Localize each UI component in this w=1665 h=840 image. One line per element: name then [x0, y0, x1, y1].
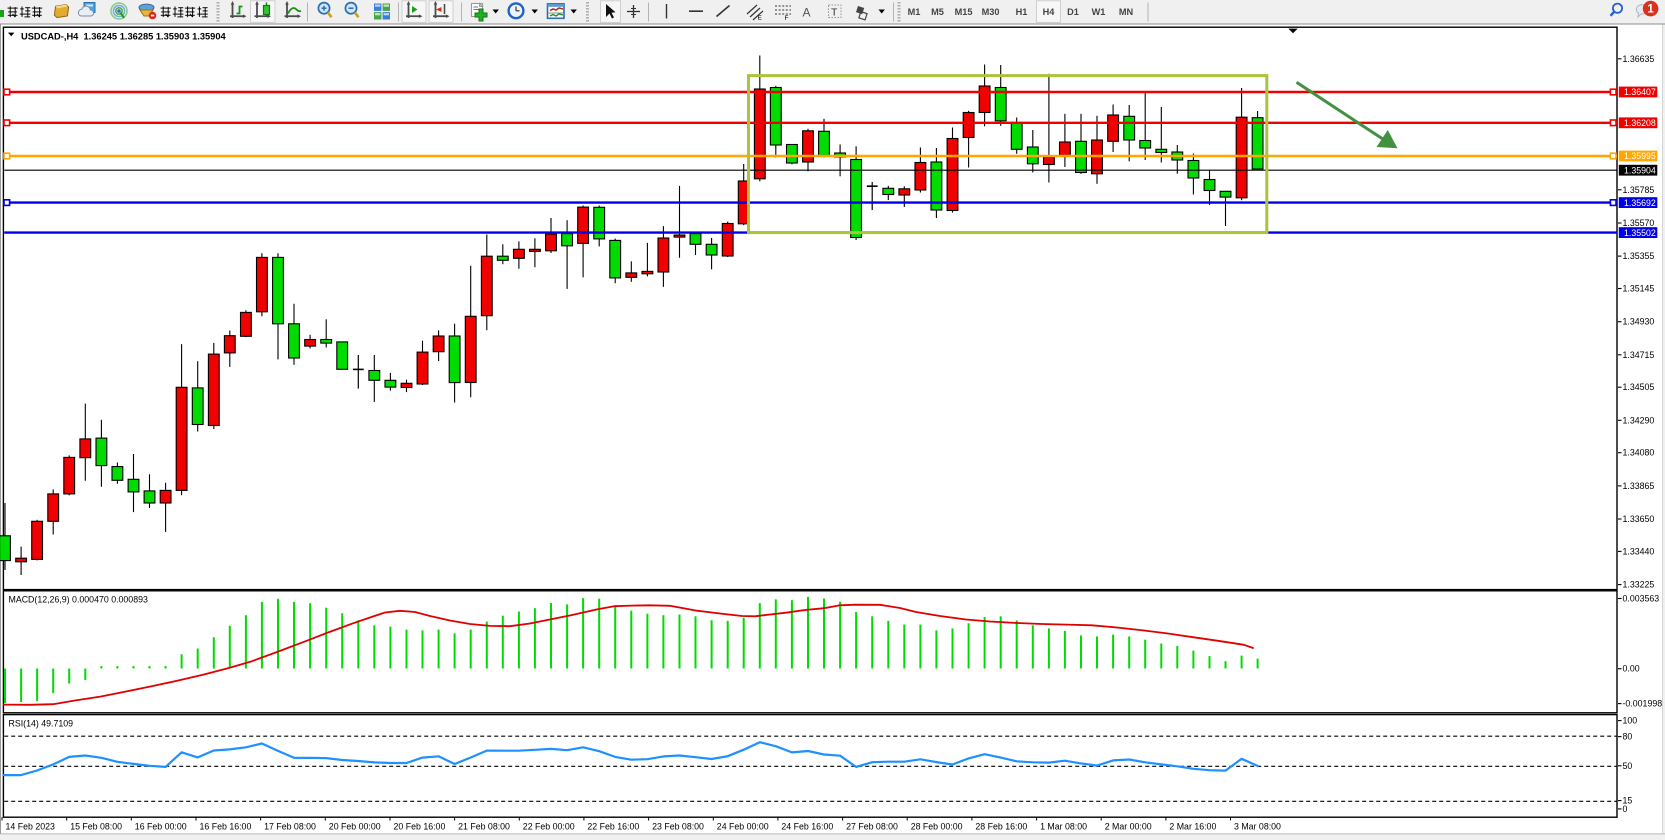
svg-text:D1: D1: [1067, 7, 1079, 17]
svg-text:28 Feb 16:00: 28 Feb 16:00: [975, 822, 1027, 832]
svg-text:20 Feb 16:00: 20 Feb 16:00: [394, 822, 446, 832]
svg-text:1.35692: 1.35692: [1624, 198, 1656, 208]
svg-text:22 Feb 00:00: 22 Feb 00:00: [523, 822, 575, 832]
svg-text:50: 50: [1623, 761, 1633, 771]
svg-text:H4: H4: [1043, 7, 1056, 17]
svg-text:1.33225: 1.33225: [1623, 580, 1655, 590]
svg-text:24 Feb 16:00: 24 Feb 16:00: [781, 822, 833, 832]
svg-text:16 Feb 16:00: 16 Feb 16:00: [200, 822, 252, 832]
svg-text:F: F: [785, 15, 789, 22]
svg-text:M1: M1: [908, 7, 921, 17]
svg-text:E: E: [758, 15, 763, 22]
svg-text:2 Mar 16:00: 2 Mar 16:00: [1169, 822, 1216, 832]
svg-text:1.34505: 1.34505: [1623, 382, 1655, 392]
svg-text:1.35904: 1.35904: [1624, 165, 1656, 175]
svg-text:USDCAD-,H4 1.36245 1.36285 1.: USDCAD-,H4 1.36245 1.36285 1.35903 1.359…: [21, 32, 227, 42]
svg-text:1.35355: 1.35355: [1623, 251, 1655, 261]
svg-text:3 Mar 08:00: 3 Mar 08:00: [1234, 822, 1281, 832]
svg-text:RSI(14) 49.7109: RSI(14) 49.7109: [9, 719, 74, 729]
svg-text:1.35145: 1.35145: [1623, 284, 1655, 294]
svg-text:M30: M30: [982, 7, 1000, 17]
svg-text:28 Feb 00:00: 28 Feb 00:00: [911, 822, 963, 832]
svg-text:1.34080: 1.34080: [1623, 448, 1655, 458]
svg-text:1.36407: 1.36407: [1624, 87, 1656, 97]
svg-text:1 Mar 08:00: 1 Mar 08:00: [1040, 822, 1087, 832]
svg-text:21 Feb 08:00: 21 Feb 08:00: [458, 822, 510, 832]
svg-text:27 Feb 08:00: 27 Feb 08:00: [846, 822, 898, 832]
svg-text:A: A: [803, 6, 811, 20]
svg-text:16 Feb 00:00: 16 Feb 00:00: [135, 822, 187, 832]
svg-text:100: 100: [1623, 716, 1638, 726]
svg-text:MACD(12,26,9) 0.000470 0.00089: MACD(12,26,9) 0.000470 0.000893: [9, 595, 148, 605]
svg-text:0.00: 0.00: [1623, 664, 1640, 674]
svg-text:1.35995: 1.35995: [1624, 151, 1656, 161]
svg-text:80: 80: [1623, 732, 1633, 742]
svg-text:MN: MN: [1119, 7, 1134, 17]
svg-text:1.35570: 1.35570: [1623, 218, 1655, 228]
svg-text:1.34930: 1.34930: [1623, 317, 1655, 327]
svg-text:2 Mar 00:00: 2 Mar 00:00: [1105, 822, 1152, 832]
svg-text:1.34290: 1.34290: [1623, 415, 1655, 425]
svg-text:-0.001998: -0.001998: [1623, 699, 1663, 709]
svg-text:20 Feb 00:00: 20 Feb 00:00: [329, 822, 381, 832]
svg-text:0: 0: [1623, 804, 1628, 814]
svg-text:1.33650: 1.33650: [1623, 514, 1655, 524]
svg-text:1.33440: 1.33440: [1623, 546, 1655, 556]
svg-text:22 Feb 16:00: 22 Feb 16:00: [587, 822, 639, 832]
svg-text:14 Feb 2023: 14 Feb 2023: [6, 822, 56, 832]
svg-text:15: 15: [1623, 796, 1633, 806]
svg-text:23 Feb 08:00: 23 Feb 08:00: [652, 822, 704, 832]
svg-text:1.36208: 1.36208: [1624, 118, 1656, 128]
svg-text:1.33865: 1.33865: [1623, 481, 1655, 491]
svg-text:M5: M5: [931, 7, 944, 17]
svg-text:1.34715: 1.34715: [1623, 350, 1655, 360]
svg-text:1: 1: [1647, 4, 1654, 16]
svg-text:T: T: [831, 6, 838, 18]
svg-text:15 Feb 08:00: 15 Feb 08:00: [70, 822, 122, 832]
svg-text:W1: W1: [1092, 7, 1106, 17]
svg-text:M15: M15: [955, 7, 973, 17]
svg-text:24 Feb 00:00: 24 Feb 00:00: [717, 822, 769, 832]
svg-text:H1: H1: [1016, 7, 1028, 17]
svg-text:0.003563: 0.003563: [1623, 594, 1660, 604]
svg-text:1.35502: 1.35502: [1624, 228, 1656, 238]
svg-text:17 Feb 08:00: 17 Feb 08:00: [264, 822, 316, 832]
svg-text:1.35785: 1.35785: [1623, 185, 1655, 195]
svg-text:1.36635: 1.36635: [1623, 54, 1655, 64]
